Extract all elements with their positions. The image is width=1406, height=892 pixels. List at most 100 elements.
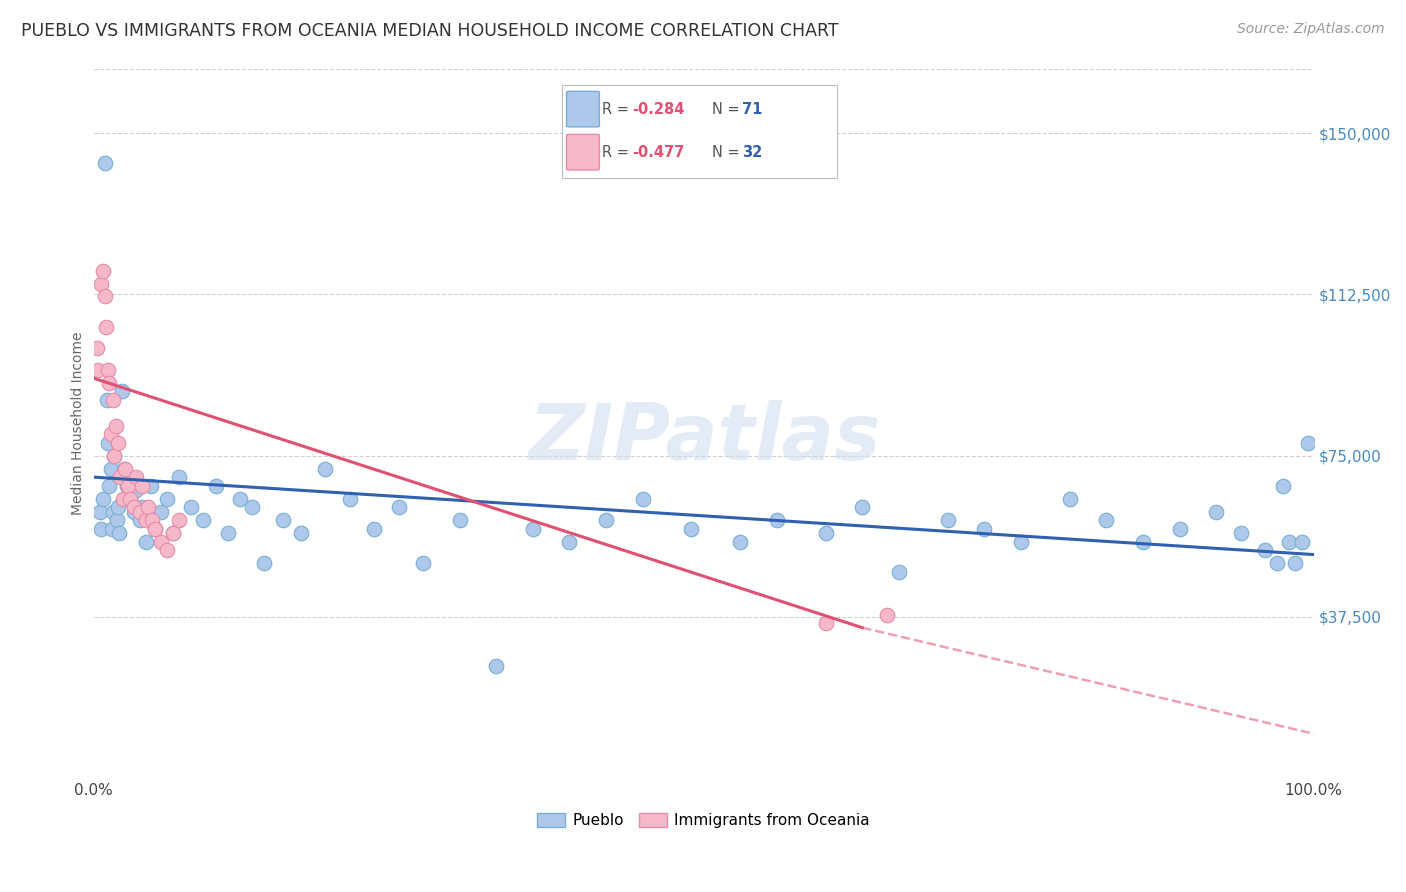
Point (103, 449, 125, 463)
Point (1254, 543, 1277, 558)
Point (363, 522, 385, 536)
Point (97, 362, 120, 376)
Point (125, 483, 148, 497)
Point (1205, 504, 1227, 518)
Point (485, 659, 508, 673)
Point (1296, 435, 1319, 450)
Point (156, 491, 179, 506)
Point (90, 522, 112, 536)
Point (100, 461, 122, 475)
Point (120, 491, 142, 506)
Point (1095, 513, 1118, 527)
Point (122, 504, 145, 518)
Point (149, 534, 172, 549)
Text: ZIPatlas: ZIPatlas (527, 400, 880, 475)
Point (1291, 534, 1313, 549)
Point (290, 526, 312, 541)
Point (887, 565, 910, 579)
Point (125, 470, 148, 484)
Point (240, 500, 263, 515)
Point (122, 500, 145, 515)
Point (167, 513, 190, 527)
Point (93, 289, 115, 303)
Point (103, 449, 125, 463)
Point (253, 556, 276, 570)
Point (101, 504, 124, 518)
Text: 32: 32 (742, 145, 762, 160)
Point (86, 341, 108, 355)
Point (143, 522, 166, 536)
Text: N =: N = (711, 145, 744, 160)
Point (156, 543, 179, 558)
Point (96, 392, 118, 407)
Point (876, 607, 898, 622)
Point (107, 500, 129, 515)
Point (94, 319, 117, 334)
Point (1229, 526, 1251, 541)
Point (162, 526, 184, 541)
Point (595, 513, 617, 527)
Point (388, 500, 411, 515)
Point (120, 491, 142, 506)
Point (111, 491, 134, 506)
Point (314, 461, 336, 475)
Point (138, 500, 160, 515)
Point (973, 522, 995, 536)
Point (98, 479, 121, 493)
Point (339, 491, 361, 506)
FancyBboxPatch shape (567, 91, 599, 127)
Point (167, 470, 190, 484)
Point (149, 504, 172, 518)
Point (766, 513, 789, 527)
Point (851, 500, 873, 515)
Point (631, 491, 654, 506)
Point (91, 491, 114, 506)
Point (97, 435, 120, 450)
Point (143, 522, 166, 536)
Point (1168, 522, 1191, 536)
Point (131, 479, 153, 493)
Text: PUEBLO VS IMMIGRANTS FROM OCEANIA MEDIAN HOUSEHOLD INCOME CORRELATION CHART: PUEBLO VS IMMIGRANTS FROM OCEANIA MEDIAN… (21, 22, 839, 40)
Point (449, 513, 471, 527)
Point (141, 513, 163, 527)
Point (129, 513, 152, 527)
Point (1284, 556, 1306, 570)
Text: 71: 71 (742, 102, 762, 117)
Point (936, 513, 959, 527)
Point (730, 534, 752, 549)
Point (1265, 556, 1288, 570)
Legend: Pueblo, Immigrants from Oceania: Pueblo, Immigrants from Oceania (531, 807, 876, 834)
Point (139, 479, 162, 493)
Point (89, 504, 111, 518)
Point (104, 418, 127, 433)
Point (93, 156, 115, 170)
Text: -0.477: -0.477 (633, 145, 685, 160)
Point (229, 491, 252, 506)
Point (107, 435, 129, 450)
Point (90, 277, 112, 291)
Point (135, 513, 157, 527)
Point (1059, 491, 1081, 506)
Point (162, 526, 184, 541)
Point (101, 392, 124, 407)
Point (1272, 479, 1295, 493)
Point (681, 522, 703, 536)
Point (108, 526, 131, 541)
Point (271, 513, 294, 527)
Point (91, 263, 114, 277)
Point (1132, 534, 1154, 549)
Point (1278, 534, 1301, 549)
Point (193, 513, 215, 527)
Text: N =: N = (711, 102, 744, 117)
Point (180, 500, 202, 515)
Point (101, 522, 124, 536)
Point (117, 479, 139, 493)
Point (204, 479, 226, 493)
Point (814, 616, 837, 631)
Point (105, 513, 128, 527)
Point (112, 461, 135, 475)
Point (814, 526, 837, 541)
FancyBboxPatch shape (567, 135, 599, 170)
Point (87, 362, 110, 376)
Point (110, 470, 132, 484)
